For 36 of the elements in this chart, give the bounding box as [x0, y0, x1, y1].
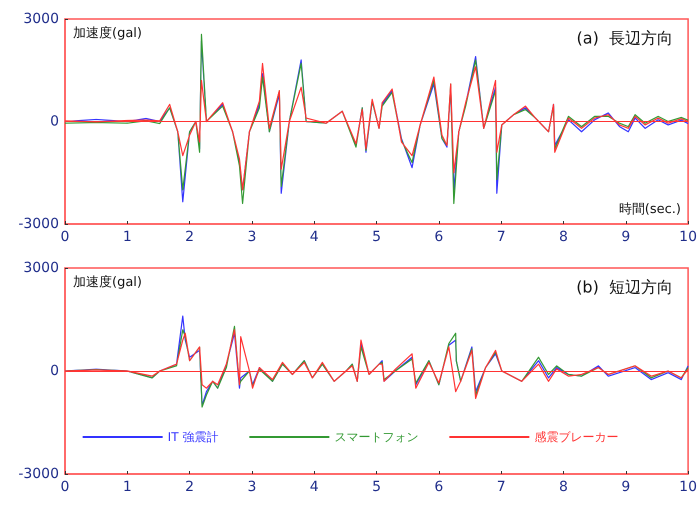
x-tick-label: 1 [122, 479, 132, 495]
x-tick-label: 3 [247, 229, 256, 245]
x-axis-title: 時間(sec.) [618, 202, 682, 217]
x-tick-label: 10 [679, 229, 698, 245]
x-tick-label: 6 [434, 229, 444, 245]
text: IT 強震計 [168, 430, 218, 444]
text: (a) 長辺方向 [576, 28, 674, 48]
y-tick-label: 3000 [23, 11, 59, 27]
text: スマートフォン [334, 430, 418, 444]
x-tick-label: 7 [496, 479, 506, 495]
x-tick-label: 5 [372, 229, 382, 245]
x-tick-label: 4 [310, 229, 319, 245]
x-tick-label: 1 [122, 229, 132, 245]
x-tick-label: 9 [621, 229, 630, 245]
x-tick-label: 8 [559, 479, 568, 495]
y-tick-label: -3000 [18, 216, 59, 232]
y-tick-label: 0 [50, 114, 59, 130]
y-tick-label: 0 [50, 363, 59, 379]
x-tick-label: 7 [496, 229, 506, 245]
y-axis-title: 加速度(gal) [73, 25, 142, 41]
text: 感震ブレーカー [534, 430, 618, 444]
y-axis-title: 加速度(gal) [73, 274, 142, 290]
x-tick-label: 0 [60, 229, 70, 245]
y-tick-label: -3000 [18, 466, 59, 482]
x-tick-label: 10 [679, 479, 698, 495]
x-tick-label: 3 [247, 479, 256, 495]
x-tick-label: 0 [60, 479, 70, 495]
x-tick-label: 6 [434, 479, 444, 495]
x-tick-label: 8 [559, 229, 568, 245]
y-tick-label: 3000 [23, 260, 59, 276]
text: (b) 短辺方向 [576, 278, 673, 296]
x-tick-label: 2 [185, 229, 194, 245]
x-tick-label: 2 [185, 479, 194, 495]
x-tick-label: 9 [621, 479, 630, 495]
x-tick-label: 4 [310, 479, 319, 495]
x-tick-label: 5 [372, 479, 382, 495]
